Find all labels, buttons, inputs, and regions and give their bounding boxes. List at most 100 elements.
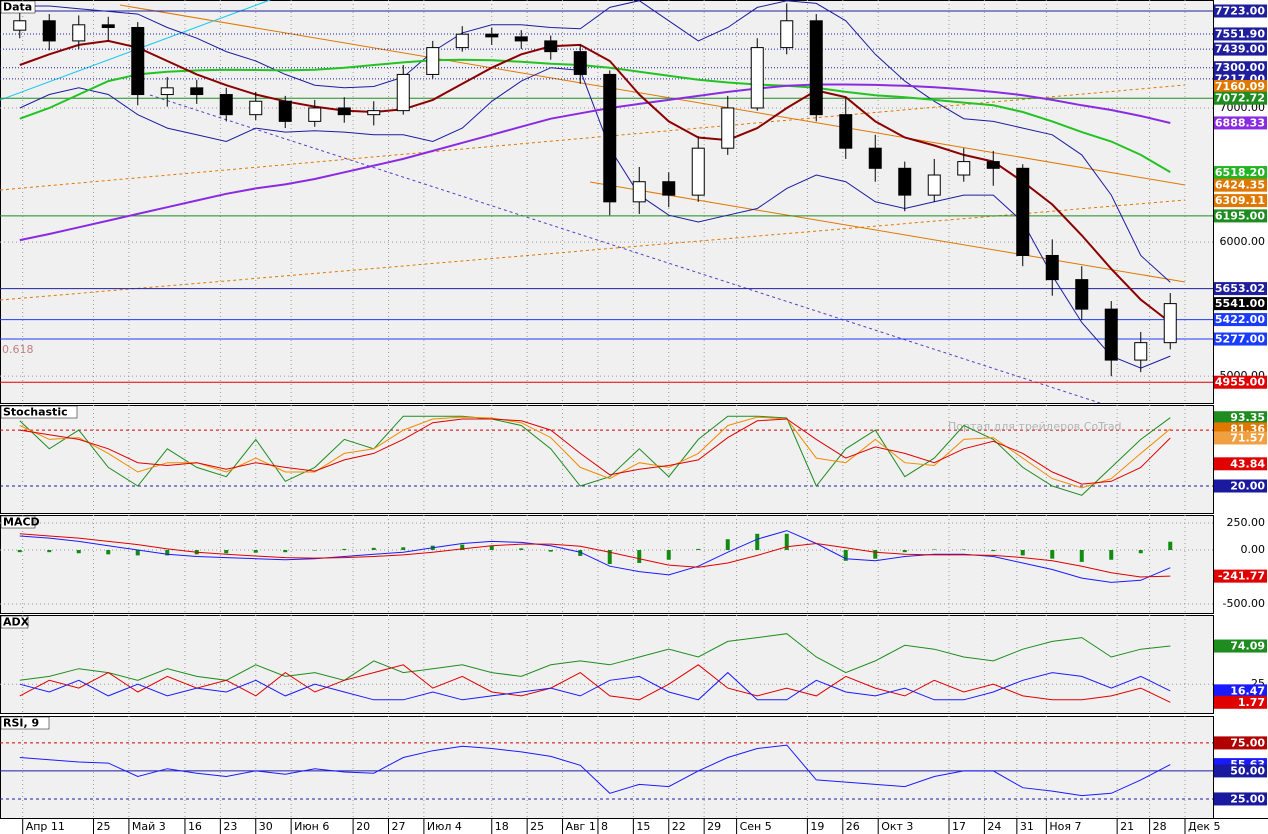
- x-tick-label: 20: [356, 820, 370, 833]
- level-label: 71.57: [1230, 431, 1265, 444]
- histogram-bar: [961, 549, 966, 551]
- x-tick-label: 28: [1153, 820, 1167, 833]
- indicator-line: [19, 416, 1171, 489]
- level-label: 6424.35: [1215, 179, 1265, 192]
- histogram-bar: [342, 548, 347, 551]
- watermark: Портал для трейдеров CoTrad: [948, 420, 1122, 433]
- x-tick-label: Июн 6: [294, 820, 329, 833]
- indicator-line: [19, 39, 1171, 324]
- level-label: 74.09: [1230, 640, 1265, 653]
- level-label: 25.00: [1230, 792, 1265, 805]
- indicator-line: [19, 664, 1171, 703]
- level-box: [1214, 42, 1267, 56]
- x-tick-label: 29: [707, 820, 721, 833]
- level-label: 16.47: [1230, 684, 1265, 697]
- candle-body: [514, 36, 528, 42]
- candle-body: [662, 181, 676, 196]
- indicator-line: [19, 67, 1171, 369]
- panel: [0, 716, 1214, 819]
- level-box: [1214, 166, 1267, 180]
- level-box: [1214, 209, 1267, 223]
- y-tick-label: 250.00: [1227, 516, 1266, 529]
- histogram-bar: [1050, 550, 1055, 559]
- level-label: 5653.02: [1215, 282, 1265, 295]
- candle-body: [485, 33, 499, 38]
- level-box: [1214, 79, 1267, 93]
- x-tick-label: Дек 5: [1188, 820, 1221, 833]
- x-tick-label: 30: [259, 820, 273, 833]
- candle-body: [632, 181, 646, 203]
- plot: [0, 615, 1213, 713]
- level-box: [1214, 27, 1267, 41]
- histogram-bar: [1020, 550, 1025, 556]
- plot: 0.618: [0, 0, 1213, 403]
- histogram-bar: [17, 550, 22, 553]
- histogram-bar: [165, 550, 170, 556]
- histogram-bar: [460, 544, 465, 551]
- candle-body: [1163, 303, 1177, 344]
- histogram-bar: [784, 533, 789, 551]
- x-tick-label: 31: [1020, 820, 1034, 833]
- panel: [0, 405, 1214, 514]
- candle-body: [1016, 167, 1030, 256]
- histogram-bar: [224, 550, 229, 554]
- candle-body: [367, 110, 381, 116]
- histogram-bar: [991, 550, 996, 552]
- candle-body: [190, 87, 204, 96]
- x-tick-label: 27: [392, 820, 406, 833]
- x-tick-label: 18: [495, 820, 509, 833]
- trend-line: [119, 4, 1186, 186]
- indicator-line: [19, 671, 1171, 701]
- candle-body: [839, 114, 853, 149]
- candle-body: [573, 51, 587, 75]
- panel-title-box: [0, 515, 36, 529]
- candle-body: [426, 47, 440, 75]
- indicator-line: [19, 633, 1171, 681]
- x-tick-label: Май 3: [132, 820, 166, 833]
- level-box: [1214, 4, 1267, 18]
- panel-title: ADX: [3, 616, 30, 629]
- x-tick-label: 17: [952, 820, 966, 833]
- x-tick-label: 25: [530, 820, 544, 833]
- indicator-line: [19, 418, 1171, 485]
- x-tick-label: Ноя 7: [1049, 820, 1081, 833]
- indicator-line: [19, 744, 1171, 797]
- histogram-bar: [637, 550, 642, 563]
- level-label: 7439.00: [1215, 43, 1265, 56]
- level-label: 7300.00: [1215, 61, 1265, 74]
- level-label: 5277.00: [1215, 333, 1265, 346]
- candle-body: [603, 73, 617, 203]
- level-box: [1214, 313, 1267, 327]
- level-label: 20.00: [1230, 480, 1265, 493]
- histogram-bar: [1079, 550, 1084, 562]
- x-tick-label: 21: [1120, 820, 1134, 833]
- x-tick-label: Сен 5: [740, 820, 772, 833]
- trend-line: [149, 94, 1101, 403]
- level-box: [1214, 411, 1267, 425]
- candle-body: [278, 100, 292, 122]
- trend-line: [0, 199, 1186, 301]
- level-box: [1214, 91, 1267, 105]
- x-tick-label: 22: [672, 820, 686, 833]
- level-box: [1214, 736, 1267, 750]
- histogram-bar: [725, 539, 730, 551]
- x-tick-label: Авг 1: [566, 820, 596, 833]
- panel-title: MACD: [3, 516, 40, 529]
- candle-body: [750, 47, 764, 109]
- level-label: 93.35: [1230, 411, 1265, 424]
- plot: Портал для трейдеров CoTrad: [0, 405, 1213, 513]
- histogram-bar: [843, 550, 848, 561]
- histogram-bar: [1109, 550, 1114, 560]
- level-box: [1214, 282, 1267, 296]
- level-label: 5541.00: [1215, 297, 1265, 310]
- level-label: -241.77: [1218, 570, 1265, 583]
- histogram-bar: [1168, 541, 1173, 551]
- x-tick-label: Апр 11: [26, 820, 65, 833]
- candle-body: [308, 107, 322, 122]
- histogram-bar: [106, 550, 111, 555]
- level-box: [1214, 479, 1267, 493]
- candle-body: [1075, 279, 1089, 310]
- level-box: [1214, 457, 1267, 471]
- level-label: 75.00: [1230, 736, 1265, 749]
